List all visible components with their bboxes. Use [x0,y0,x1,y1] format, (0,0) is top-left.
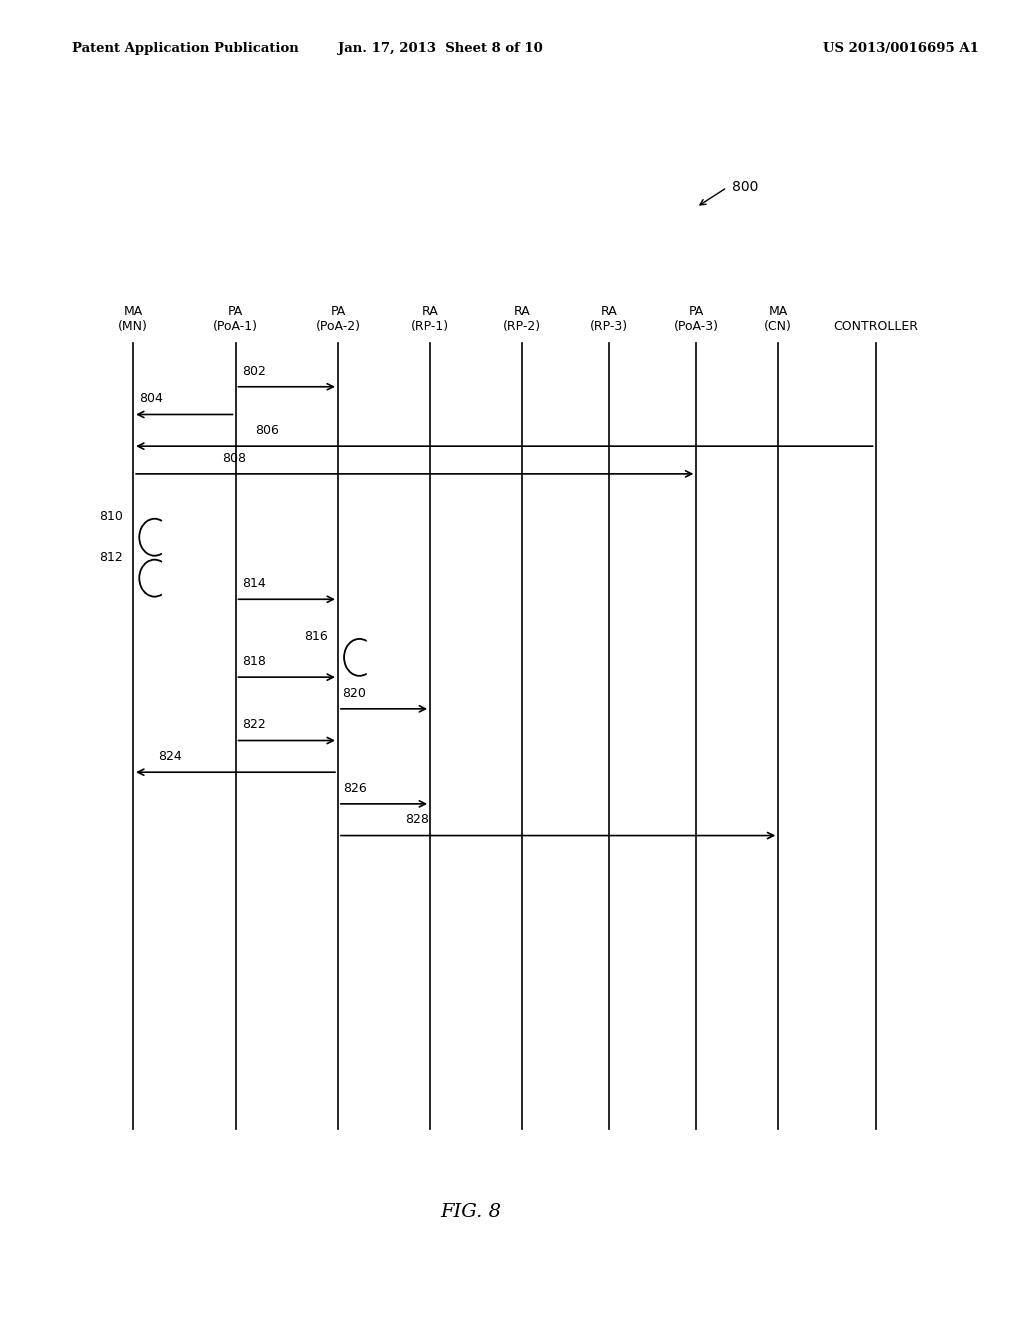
Text: 824: 824 [158,750,182,763]
Text: FIG. 8: FIG. 8 [440,1203,502,1221]
Text: 806: 806 [255,424,279,437]
Text: 812: 812 [99,550,123,564]
Text: 808: 808 [222,451,247,465]
Text: MA
(CN): MA (CN) [764,305,793,333]
Text: Jan. 17, 2013  Sheet 8 of 10: Jan. 17, 2013 Sheet 8 of 10 [338,42,543,55]
Text: 800: 800 [732,181,759,194]
Text: PA
(PoA-1): PA (PoA-1) [213,305,258,333]
Text: 814: 814 [242,577,266,590]
Text: 816: 816 [304,630,328,643]
Text: US 2013/0016695 A1: US 2013/0016695 A1 [823,42,979,55]
Text: MA
(MN): MA (MN) [118,305,148,333]
Text: 804: 804 [139,392,164,405]
Text: 828: 828 [406,813,429,826]
Text: PA
(PoA-2): PA (PoA-2) [315,305,360,333]
Text: 810: 810 [99,510,123,523]
Text: 802: 802 [242,364,266,378]
Text: 820: 820 [343,686,367,700]
Text: 822: 822 [242,718,266,731]
Text: RA
(RP-1): RA (RP-1) [411,305,450,333]
Text: PA
(PoA-3): PA (PoA-3) [674,305,719,333]
Text: 826: 826 [343,781,367,795]
Text: 818: 818 [242,655,266,668]
Text: RA
(RP-2): RA (RP-2) [503,305,542,333]
Text: CONTROLLER: CONTROLLER [833,319,919,333]
Text: RA
(RP-3): RA (RP-3) [590,305,629,333]
Text: Patent Application Publication: Patent Application Publication [72,42,298,55]
